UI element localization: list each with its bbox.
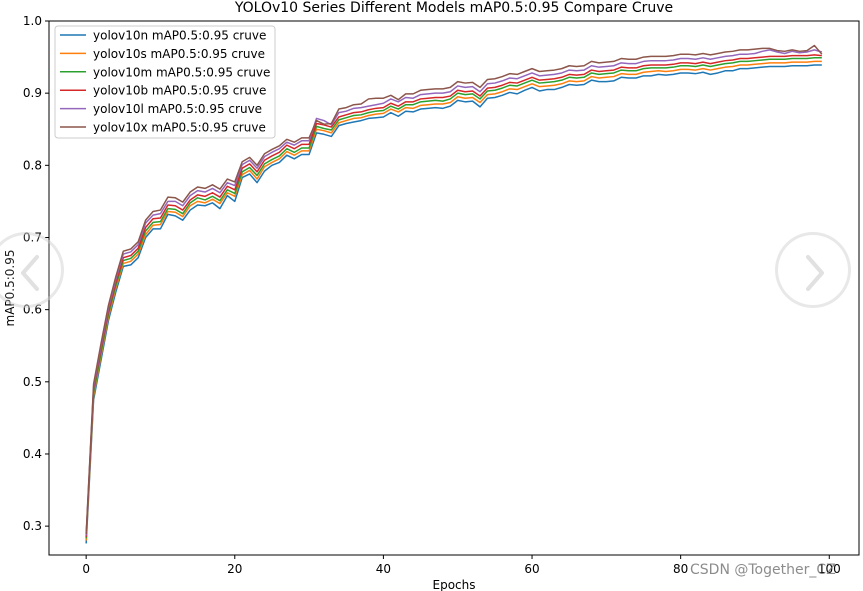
x-tick-label: 0: [82, 562, 90, 576]
y-tick-label: 0.9: [23, 86, 42, 100]
x-axis: 0 20 40 60 80 100: [82, 555, 841, 576]
x-tick-label: 20: [227, 562, 242, 576]
series-line-4: [85, 49, 823, 536]
series-line-3: [85, 54, 822, 537]
series-line-1: [85, 60, 822, 541]
legend-entry: yolov10l mAP0.5:0.95 cruve: [93, 102, 262, 116]
legend: yolov10n mAP0.5:0.95 cruve yolov10s mAP0.…: [54, 25, 276, 139]
series-line-2: [85, 57, 822, 539]
next-image-button[interactable]: [775, 232, 851, 308]
series-lines: [85, 44, 823, 544]
x-tick-label: 40: [376, 562, 391, 576]
x-tick-label: 60: [524, 562, 539, 576]
y-tick-label: 0.3: [23, 519, 42, 533]
previous-image-button[interactable]: [0, 232, 64, 308]
y-tick-label: 0.8: [23, 158, 42, 172]
x-tick-label: 80: [673, 562, 688, 576]
chevron-left-icon: [21, 255, 39, 291]
legend-box: [54, 25, 276, 139]
y-axis: 0.30.40.50.60.70.80.91.0: [23, 14, 49, 533]
legend-entry: yolov10x mAP0.5:0.95 cruve: [93, 121, 266, 135]
chevron-right-icon: [806, 255, 824, 291]
y-tick-label: 0.4: [23, 447, 42, 461]
legend-entry: yolov10m mAP0.5:0.95 cruve: [93, 65, 270, 79]
x-tick-label: 100: [818, 562, 841, 576]
legend-entry: yolov10s mAP0.5:0.95 cruve: [93, 47, 265, 61]
legend-entry: yolov10b mAP0.5:0.95 cruve: [93, 84, 266, 98]
y-tick-label: 1.0: [23, 14, 42, 28]
series-line-0: [85, 64, 822, 544]
y-tick-label: 0.5: [23, 375, 42, 389]
watermark: CSDN @Together_CZ: [690, 562, 836, 578]
chart-title: YOLOv10 Series Different Models mAP0.5:0…: [234, 0, 673, 16]
series-line-5: [85, 44, 823, 535]
legend-entry: yolov10n mAP0.5:0.95 cruve: [93, 29, 266, 43]
x-axis-label: Epochs: [433, 578, 476, 591]
